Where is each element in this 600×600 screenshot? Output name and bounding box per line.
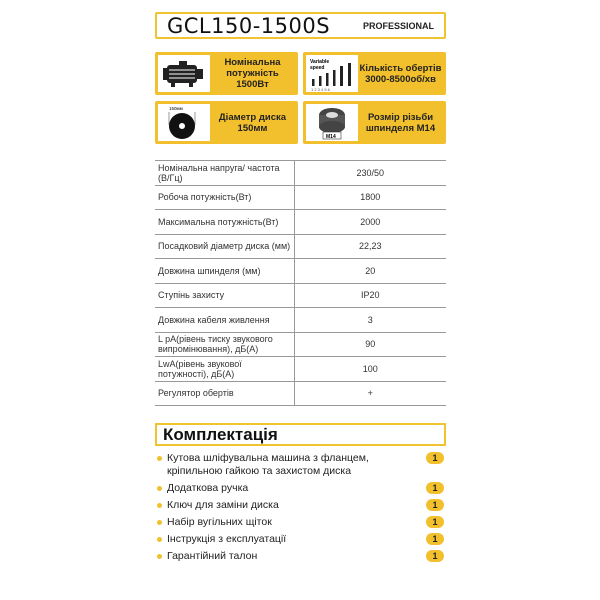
spec-row: Номінальна напруга/ частота (В/Гц) 230/50	[155, 160, 446, 185]
spec-name: Ступінь захисту	[155, 282, 294, 308]
disc-icon: 150мм	[158, 104, 210, 141]
bullet-icon	[157, 486, 162, 491]
spec-value: 90	[293, 331, 446, 357]
kit-item: Інструкція з експлуатації 1	[155, 533, 446, 546]
spec-row: LwA(рівень звукової потужності), дБ(А) 10…	[155, 356, 446, 381]
spec-value: 22,23	[293, 233, 446, 259]
kit-item-name: Кутова шліфувальна машина з фланцем, крі…	[167, 452, 369, 477]
spec-row: Посадковий діаметр диска (мм) 22,23	[155, 233, 446, 259]
spec-name: Регулятор обертів	[155, 380, 294, 406]
feature-text: Кількість обертів 3000-8500об/хв	[359, 62, 442, 85]
spec-value: 3	[293, 307, 446, 332]
svg-text:150мм: 150мм	[169, 106, 183, 111]
bullet-icon	[157, 503, 162, 508]
svg-text:speed: speed	[310, 65, 324, 71]
spec-row: Довжина шпинделя (мм) 20	[155, 258, 446, 283]
spec-name: Довжина кабеля живлення	[155, 307, 294, 332]
motor-icon	[158, 55, 210, 92]
quantity-badge: 1	[426, 533, 444, 545]
svg-text:M14: M14	[326, 134, 336, 140]
spec-value: 230/50	[293, 160, 446, 185]
kit-item: Гарантійний талон 1	[155, 550, 446, 563]
spec-name: Робоча потужність(Вт)	[155, 184, 294, 210]
kit-item-name: Набір вугільних щіток	[167, 516, 272, 528]
quantity-badge: 1	[426, 452, 444, 464]
bullet-icon	[157, 537, 162, 542]
feature-thread: M14 Розмір різьби шпинделя M14	[303, 101, 446, 144]
kit-item-name: Гарантійний талон	[167, 550, 258, 562]
kit-item: Ключ для заміни диска 1	[155, 499, 446, 512]
spec-value: 100	[293, 356, 446, 381]
spec-row: Регулятор обертів +	[155, 380, 446, 406]
bullet-icon	[157, 554, 162, 559]
spec-name: Номінальна напруга/ частота (В/Гц)	[155, 160, 294, 185]
spec-name: Довжина шпинделя (мм)	[155, 258, 294, 283]
spec-name: Максимальна потужність(Вт)	[155, 209, 294, 234]
feature-text: Розмір різьби шпинделя M14	[365, 111, 436, 134]
professional-label: PROFESSIONAL	[362, 20, 434, 31]
spec-value: 2000	[293, 209, 446, 234]
kit-item: Кутова шліфувальна машина з фланцем, крі…	[155, 452, 446, 478]
quantity-badge: 1	[426, 516, 444, 528]
variable-speed-icon: Variable speed 1 2 3 4 5 6	[306, 55, 358, 92]
kit-item-name: Ключ для заміни диска	[167, 499, 279, 511]
kit-item-name: Інструкція з експлуатації	[167, 533, 287, 545]
spec-row: Довжина кабеля живлення 3	[155, 307, 446, 332]
feature-text: Номінальна потужність 1500Вт	[224, 57, 281, 90]
spec-row: Максимальна потужність(Вт) 2000	[155, 209, 446, 234]
quantity-badge: 1	[426, 482, 444, 494]
feature-text: Діаметр диска 150мм	[218, 111, 287, 134]
kit-title: Комплектація	[155, 423, 446, 446]
feature-cards: Номінальна потужність 1500Вт Variable spe…	[155, 52, 446, 144]
model-title-box: GCL150-1500S PROFESSIONAL	[155, 12, 446, 39]
spec-row: Ступінь захисту IP20	[155, 282, 446, 308]
spec-row: L pA(рівень тиску звукового випромінюван…	[155, 331, 446, 357]
spec-name: Посадковий діаметр диска (мм)	[155, 233, 294, 259]
spec-row: Робоча потужність(Вт) 1800	[155, 184, 446, 210]
spindle-thread-icon: M14	[306, 104, 358, 141]
quantity-badge: 1	[426, 550, 444, 562]
spec-value: +	[293, 380, 446, 406]
feature-speed: Variable speed 1 2 3 4 5 6 Кількість оберт…	[303, 52, 446, 95]
speed-label: Variable	[310, 59, 329, 65]
kit-item-name: Додаткова ручка	[167, 482, 249, 494]
feature-disc: 150мм Діаметр диска 150мм	[155, 101, 298, 144]
quantity-badge: 1	[426, 499, 444, 511]
specs-table: Номінальна напруга/ частота (В/Гц) 230/50…	[155, 160, 446, 406]
kit-item: Додаткова ручка 1	[155, 482, 446, 495]
spec-value: 20	[293, 258, 446, 283]
kit-item: Набір вугільних щіток 1	[155, 516, 446, 529]
spec-name: L pA(рівень тиску звукового випромінюван…	[155, 331, 294, 357]
feature-power: Номінальна потужність 1500Вт	[155, 52, 298, 95]
svg-text:1 2 3 4 5 6: 1 2 3 4 5 6	[311, 87, 331, 91]
spec-value: 1800	[293, 184, 446, 210]
kit-list: Кутова шліфувальна машина з фланцем, крі…	[155, 452, 446, 567]
spec-name: LwA(рівень звукової потужності), дБ(А)	[155, 356, 294, 381]
bullet-icon	[157, 456, 162, 461]
bullet-icon	[157, 520, 162, 525]
model-name: GCL150-1500S	[167, 13, 331, 38]
spec-value: IP20	[293, 282, 446, 308]
